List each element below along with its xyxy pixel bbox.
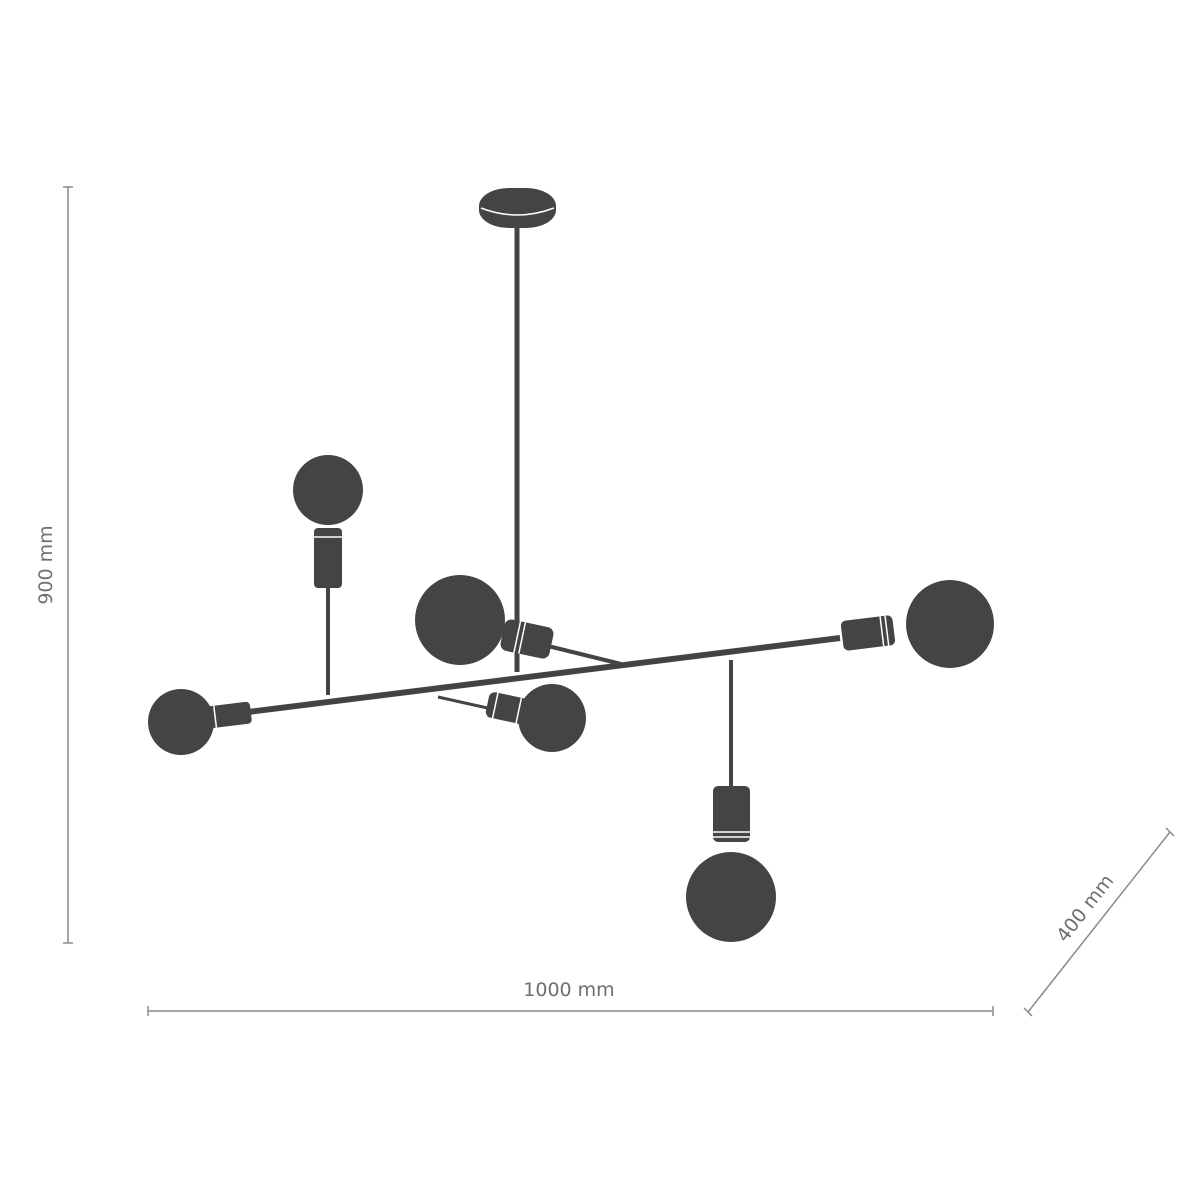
width-dimension: 1000 mm	[147, 979, 994, 1016]
bulb-right	[840, 580, 994, 668]
bulb-upward-left	[293, 455, 363, 588]
depth-dimension: 400 mm	[1023, 827, 1175, 1017]
bulb-left	[148, 689, 252, 755]
height-label: 900 mm	[35, 525, 57, 604]
back-arm-upper	[547, 644, 622, 666]
height-dimension: 900 mm	[35, 186, 73, 944]
back-arm-lower	[437, 695, 493, 711]
bulb-back-upper	[415, 575, 554, 665]
depth-label: 400 mm	[1052, 870, 1118, 946]
width-label: 1000 mm	[523, 979, 614, 1001]
bulb-hanging-right	[686, 786, 776, 942]
main-arm	[247, 635, 841, 715]
bulb-front-lower	[485, 684, 586, 752]
ceiling-canopy	[479, 188, 556, 228]
